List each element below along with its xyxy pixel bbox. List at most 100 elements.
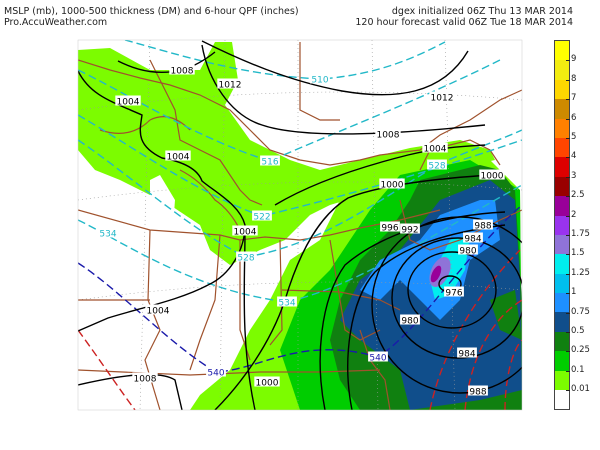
qpf-area-darkgreen bbox=[490, 290, 522, 340]
legend-label: 7 bbox=[571, 93, 577, 104]
contour-label: 522 bbox=[253, 213, 270, 223]
legend-tick bbox=[566, 196, 570, 198]
legend-label: 3 bbox=[571, 170, 577, 181]
contour-label: 1012 bbox=[219, 81, 242, 91]
legend-tick bbox=[566, 254, 570, 256]
legend-label: 1 bbox=[571, 287, 577, 298]
thickness-line-552 bbox=[429, 249, 521, 410]
qpf-area-blue bbox=[360, 200, 500, 320]
isobar-984 bbox=[391, 237, 522, 359]
legend-tick bbox=[566, 215, 570, 217]
thickness-line-558 bbox=[464, 299, 522, 410]
isobar-1012 bbox=[201, 40, 469, 96]
legend-label: 0.25 bbox=[571, 345, 590, 356]
contour-label: 1008 bbox=[377, 131, 400, 141]
thickness-line-564 bbox=[504, 339, 522, 410]
legend-swatch bbox=[555, 215, 569, 235]
contour-label: 984 bbox=[464, 235, 481, 245]
contour-label: 540 bbox=[369, 354, 386, 364]
contour-label: 980 bbox=[401, 317, 418, 327]
contour-label: 1004 bbox=[234, 228, 257, 238]
qpf-area-lime bbox=[78, 42, 495, 265]
legend-swatch bbox=[555, 176, 569, 197]
legend-swatch bbox=[555, 293, 569, 313]
legend-swatch bbox=[555, 331, 569, 352]
legend-label: 1.5 bbox=[571, 248, 585, 259]
legend-swatch bbox=[555, 312, 569, 332]
legend-swatch bbox=[555, 234, 569, 255]
legend-tick bbox=[566, 118, 570, 120]
contour-label: 1008 bbox=[134, 375, 157, 385]
contour-label: 1004 bbox=[117, 98, 140, 108]
legend-tick bbox=[566, 60, 570, 62]
legend-tick bbox=[566, 138, 570, 139]
isobar-1004 bbox=[78, 70, 246, 332]
state-borders bbox=[78, 42, 522, 410]
legend-label: 1.75 bbox=[571, 229, 590, 239]
legend-swatch bbox=[555, 41, 569, 61]
qpf-hole bbox=[150, 175, 175, 245]
legend-tick bbox=[566, 157, 570, 159]
legend-tick bbox=[566, 312, 570, 314]
init-time: dgex initialized 06Z Thu 13 MAR 2014 bbox=[391, 6, 573, 17]
legend-swatch bbox=[555, 79, 569, 100]
contour-label: 1012 bbox=[431, 94, 454, 104]
contour-label: 1004 bbox=[167, 153, 190, 163]
legend-tick bbox=[566, 235, 570, 236]
contour-label: 528 bbox=[237, 254, 254, 264]
contour-label: 510 bbox=[311, 76, 328, 86]
legend-swatch bbox=[555, 273, 569, 294]
legend-tick bbox=[566, 370, 570, 372]
qpf-area-purple bbox=[430, 265, 442, 283]
contour-label: 1000 bbox=[256, 379, 279, 389]
isobar-1008 bbox=[201, 44, 486, 135]
legend-label: 0.75 bbox=[571, 306, 590, 317]
legend-tick bbox=[566, 351, 570, 353]
contour-label: 988 bbox=[469, 388, 486, 398]
legend-tick bbox=[566, 390, 570, 392]
contour-label: 1000 bbox=[381, 181, 404, 191]
contour-label: 976 bbox=[445, 289, 462, 299]
legend-swatch bbox=[555, 118, 569, 138]
qpf-color-legend bbox=[554, 40, 570, 411]
legend-swatch bbox=[555, 254, 569, 274]
valid-time: 120 hour forecast valid 06Z Tue 18 MAR 2… bbox=[355, 17, 573, 28]
legend-tick bbox=[566, 79, 570, 81]
map-title: MSLP (mb), 1000-500 thickness (DM) and 6… bbox=[4, 6, 299, 17]
contour-label: 1000 bbox=[481, 172, 504, 182]
contour-label: 988 bbox=[474, 222, 491, 232]
thickness-line-528 bbox=[78, 129, 522, 258]
legend-label: 8 bbox=[571, 73, 577, 84]
legend-tick bbox=[566, 176, 570, 178]
legend-label: 2.5 bbox=[571, 190, 585, 201]
contour-label: 1008 bbox=[171, 67, 194, 77]
legend-label: 0.1 bbox=[571, 364, 585, 375]
legend-tick bbox=[566, 293, 570, 295]
legend-swatch bbox=[555, 351, 569, 371]
legend-swatch bbox=[555, 370, 569, 391]
thickness-line-546 bbox=[78, 329, 136, 410]
site-name: Pro.AccuWeather.com bbox=[4, 17, 108, 28]
legend-label: 0.5 bbox=[571, 326, 585, 336]
contour-label: 540 bbox=[207, 369, 224, 379]
isobar-980 bbox=[407, 251, 497, 329]
legend-swatch bbox=[555, 390, 569, 410]
contour-label: 534 bbox=[278, 299, 295, 309]
isobar-1004 bbox=[243, 230, 256, 410]
legend-tick bbox=[566, 332, 570, 333]
isobar-1000 bbox=[214, 174, 493, 410]
isobar-1004 bbox=[274, 144, 486, 206]
thickness-line-510 bbox=[124, 40, 446, 80]
contour-label: 996 bbox=[381, 224, 398, 234]
legend-label: 1.25 bbox=[571, 267, 590, 278]
legend-swatch bbox=[555, 137, 569, 158]
legend-tick bbox=[566, 99, 570, 101]
legend-swatch bbox=[555, 99, 569, 119]
contour-label: 534 bbox=[99, 230, 116, 240]
isobar-996 bbox=[319, 211, 506, 410]
isobar-988 bbox=[371, 216, 522, 394]
legend-swatch bbox=[555, 196, 569, 216]
legend-tick bbox=[566, 273, 570, 275]
contour-label: 980 bbox=[459, 247, 476, 257]
